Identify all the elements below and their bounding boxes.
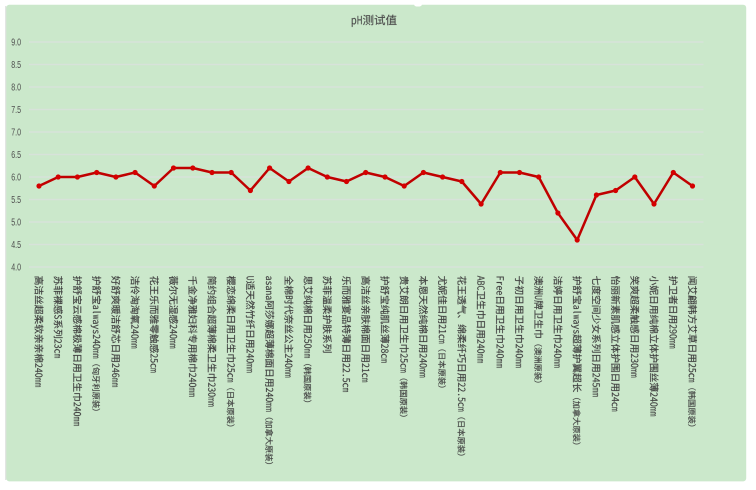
svg-text:7.0: 7.0	[11, 128, 21, 139]
svg-text:5.5: 5.5	[11, 195, 21, 206]
svg-text:8.5: 8.5	[11, 60, 21, 71]
svg-text:7.5: 7.5	[11, 105, 21, 116]
svg-text:4.0: 4.0	[11, 263, 21, 274]
svg-text:4.5: 4.5	[11, 240, 21, 251]
svg-text:5.0: 5.0	[11, 218, 21, 229]
svg-text:9.0: 9.0	[11, 38, 21, 49]
svg-text:6.0: 6.0	[11, 173, 21, 184]
svg-text:8.0: 8.0	[11, 83, 21, 94]
svg-text:6.5: 6.5	[11, 150, 21, 161]
